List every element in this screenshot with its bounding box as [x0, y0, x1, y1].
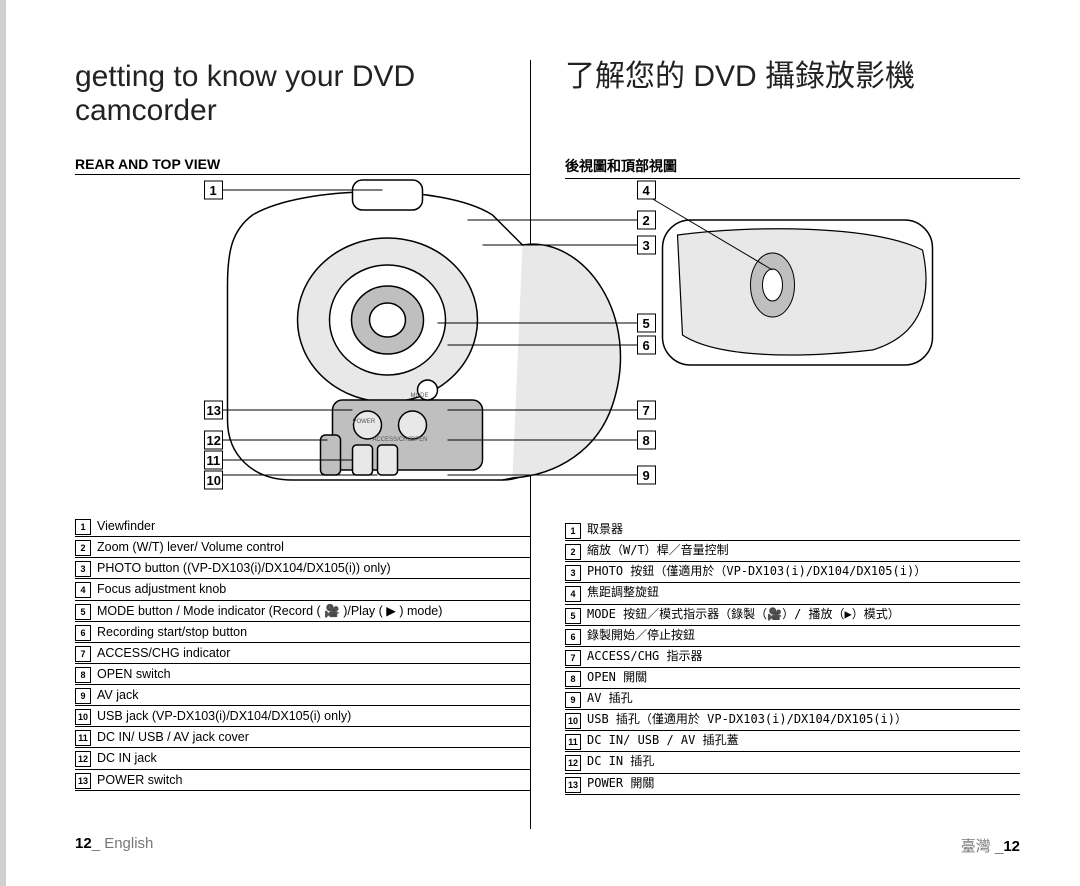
parts-label: DC IN jack [97, 748, 530, 769]
parts-label: Recording start/stop button [97, 621, 530, 642]
parts-label: AV 插孔 [587, 689, 1020, 710]
parts-label: Focus adjustment knob [97, 579, 530, 600]
parts-label: POWER 開關 [587, 773, 1020, 794]
parts-row: 13POWER switch [75, 769, 530, 790]
parts-row: 9AV jack [75, 685, 530, 706]
parts-label: DC IN/ USB / AV 插孔蓋 [587, 731, 1020, 752]
parts-label: 焦距調整旋鈕 [587, 583, 1020, 604]
parts-label: MODE 按鈕／模式指示器（錄製（🎥）/ 播放（▶）模式） [587, 604, 1020, 625]
parts-label: Zoom (W/T) lever/ Volume control [97, 537, 530, 558]
parts-label: MODE button / Mode indicator (Record ( 🎥… [97, 600, 530, 621]
parts-row: 4Focus adjustment knob [75, 579, 530, 600]
parts-label: POWER switch [97, 769, 530, 790]
page-number-left: 12 [75, 835, 92, 852]
parts-row: 9AV 插孔 [565, 689, 1020, 710]
parts-row: 4焦距調整旋鈕 [565, 583, 1020, 604]
parts-label: AV jack [97, 685, 530, 706]
parts-label: USB 插孔（僅適用於 VP-DX103(i)/DX104/DX105(i)） [587, 710, 1020, 731]
parts-label: 錄製開始／停止按鈕 [587, 625, 1020, 646]
parts-row: 5MODE 按鈕／模式指示器（錄製（🎥）/ 播放（▶）模式） [565, 604, 1020, 625]
parts-row: 3PHOTO button ((VP-DX103(i)/DX104/DX105(… [75, 558, 530, 579]
parts-label: ACCESS/CHG indicator [97, 642, 530, 663]
svg-text:OPEN: OPEN [411, 437, 428, 443]
parts-row: 8OPEN switch [75, 663, 530, 684]
svg-text:13: 13 [207, 403, 221, 418]
parts-row: 1取景器 [565, 520, 1020, 541]
parts-label: OPEN 開關 [587, 667, 1020, 688]
svg-text:11: 11 [207, 453, 221, 468]
parts-label: USB jack (VP-DX103(i)/DX104/DX105(i) onl… [97, 706, 530, 727]
parts-label: 縮放（W/T）桿／音量控制 [587, 541, 1020, 562]
parts-row: 12DC IN jack [75, 748, 530, 769]
svg-text:ACCESS/CHG: ACCESS/CHG [373, 437, 413, 443]
footer-lang-left: English [104, 835, 153, 852]
parts-list-chinese: 1取景器2縮放（W/T）桿／音量控制3PHOTO 按鈕（僅適用於（VP-DX10… [565, 520, 1020, 795]
parts-row: 12DC IN 插孔 [565, 752, 1020, 773]
parts-row: 7ACCESS/CHG 指示器 [565, 646, 1020, 667]
parts-row: 11DC IN/ USB / AV jack cover [75, 727, 530, 748]
title-chinese: 了解您的 DVD 攝錄放影機 [565, 60, 1020, 94]
parts-label: 取景器 [587, 520, 1020, 541]
parts-label: DC IN/ USB / AV jack cover [97, 727, 530, 748]
parts-row: 8OPEN 開關 [565, 667, 1020, 688]
subtitle-english: REAR AND TOP VIEW [75, 156, 530, 175]
svg-text:1: 1 [210, 183, 217, 198]
parts-row: 10USB 插孔（僅適用於 VP-DX103(i)/DX104/DX105(i)… [565, 710, 1020, 731]
parts-row: 3PHOTO 按鈕（僅適用於（VP-DX103(i)/DX104/DX105(i… [565, 562, 1020, 583]
parts-row: 1Viewfinder [75, 516, 530, 537]
parts-label: OPEN switch [97, 663, 530, 684]
svg-text:POWER: POWER [353, 419, 376, 425]
parts-row: 2Zoom (W/T) lever/ Volume control [75, 537, 530, 558]
parts-label: PHOTO 按鈕（僅適用於（VP-DX103(i)/DX104/DX105(i)… [587, 562, 1020, 583]
parts-row: 6錄製開始／停止按鈕 [565, 625, 1020, 646]
parts-label: Viewfinder [97, 516, 530, 537]
parts-row: 5MODE button / Mode indicator (Record ( … [75, 600, 530, 621]
svg-text:12: 12 [207, 433, 221, 448]
svg-text:10: 10 [207, 473, 221, 488]
parts-row: 11DC IN/ USB / AV 插孔蓋 [565, 731, 1020, 752]
parts-label: DC IN 插孔 [587, 752, 1020, 773]
parts-row: 13POWER 開關 [565, 773, 1020, 794]
parts-row: 7ACCESS/CHG indicator [75, 642, 530, 663]
parts-label: ACCESS/CHG 指示器 [587, 646, 1020, 667]
page-number-right: 12 [1003, 838, 1020, 855]
parts-label: PHOTO button ((VP-DX103(i)/DX104/DX105(i… [97, 558, 530, 579]
parts-list-english: 1Viewfinder2Zoom (W/T) lever/ Volume con… [75, 516, 530, 791]
page-footer: 12_ English 臺灣 _12 [75, 829, 1020, 856]
footer-lang-right: 臺灣 [961, 838, 991, 855]
title-english: getting to know your DVD camcorder [75, 60, 530, 128]
parts-row: 2縮放（W/T）桿／音量控制 [565, 541, 1020, 562]
parts-row: 10USB jack (VP-DX103(i)/DX104/DX105(i) o… [75, 706, 530, 727]
page-spine [0, 0, 6, 886]
parts-row: 6Recording start/stop button [75, 621, 530, 642]
svg-text:MODE: MODE [411, 393, 429, 399]
